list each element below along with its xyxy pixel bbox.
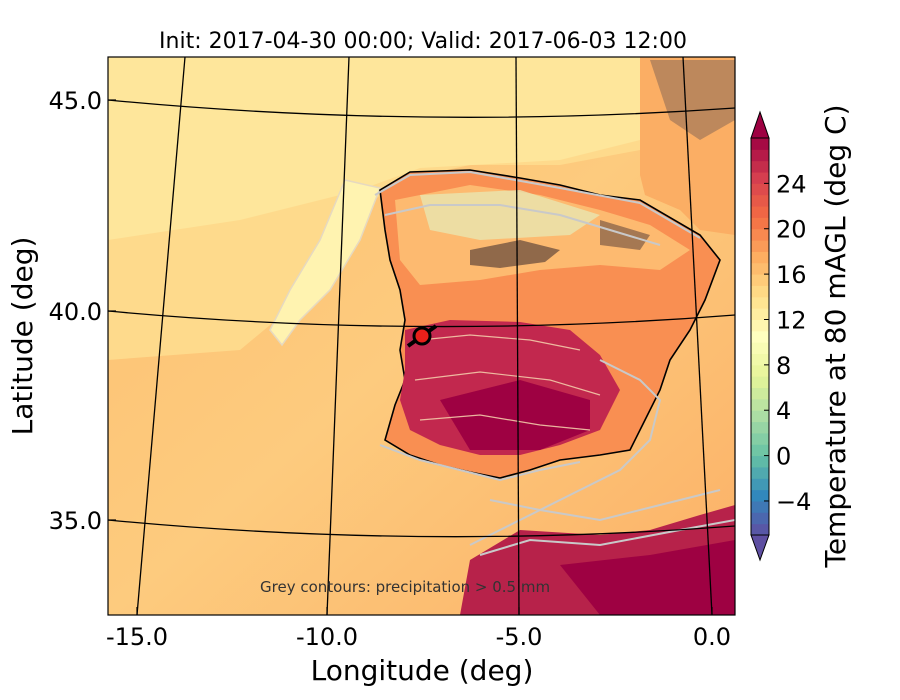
- meridian-minus5: [515, 57, 520, 615]
- colorbar-segment: [751, 183, 769, 196]
- colorbar-tick-label: 20: [776, 216, 807, 244]
- mountains-central: [470, 240, 560, 268]
- y-tick-label: 40.0: [49, 298, 102, 326]
- colorbar-segment: [751, 160, 769, 173]
- colorbar-tick-label: 0: [776, 443, 791, 471]
- colorbar-segment: [751, 217, 769, 230]
- colorbar-segment: [751, 262, 769, 275]
- colorbar-segment: [751, 398, 769, 411]
- france-alps: [650, 60, 735, 140]
- colorbar-segment: [751, 228, 769, 241]
- colorbar-tick-label: 12: [776, 306, 807, 334]
- precip-contours: [374, 170, 735, 556]
- y-tick-labels: 45.0 40.0 35.0: [49, 87, 102, 535]
- x-tick-label: -10.0: [296, 623, 358, 651]
- colorbar-segment: [751, 296, 769, 309]
- colorbar-frame: [750, 137, 770, 536]
- colorbar-segment: [751, 376, 769, 389]
- colorbar-segment: [751, 194, 769, 207]
- colorbar-segment: [751, 466, 769, 479]
- x-axis-label: Longitude (deg): [311, 654, 534, 687]
- colorbar-tick-label: −4: [776, 488, 811, 516]
- colorbar-segment: [751, 138, 769, 150]
- africa-hot: [560, 540, 735, 615]
- colorbar-segment: [751, 512, 769, 525]
- colorbar-segment: [751, 478, 769, 491]
- cantabrian-zone: [420, 190, 600, 240]
- colorbar-segment: [751, 206, 769, 218]
- colorbar-segment: [751, 330, 769, 343]
- x-tick-labels: -15.0 -10.0 -5.0 0.0: [106, 623, 731, 651]
- plot-title: Init: 2017-04-30 00:00; Valid: 2017-06-0…: [159, 29, 687, 54]
- colorbar-segment: [751, 500, 769, 513]
- colorbar-segment: [751, 421, 769, 434]
- colorbar-segment: [751, 285, 769, 298]
- colorbar-segment: [751, 319, 769, 332]
- colorbar-segment: [751, 149, 769, 162]
- colorbar-segment: [751, 455, 769, 468]
- x-tick-label: -5.0: [496, 623, 543, 651]
- colorbar-segment: [751, 387, 769, 400]
- colorbar-segment: [751, 342, 769, 355]
- map-frame: [107, 56, 736, 616]
- y-tick-label: 45.0: [49, 87, 102, 115]
- meridian-minus10: [326, 57, 350, 615]
- y-axis-label: Latitude (deg): [6, 237, 39, 436]
- parallel-35: [108, 519, 735, 538]
- colorbar-segment: [751, 353, 769, 366]
- x-tick-label: -15.0: [106, 623, 168, 651]
- graticule: [108, 57, 735, 615]
- colorbar-segment: [751, 444, 769, 457]
- parallel-40: [108, 310, 735, 328]
- colorbar-segment: [751, 432, 769, 445]
- colorbar-tick-label: 4: [776, 397, 791, 425]
- tick-marks: [108, 99, 713, 615]
- map-panel: Grey contours: precipitation > 0.5 mm: [108, 57, 735, 615]
- colorbar-segment: [751, 274, 769, 286]
- parallel-45: [108, 99, 735, 118]
- colorbar-segment: [751, 410, 769, 423]
- site-marker: [412, 326, 432, 346]
- pale-streak: [269, 179, 382, 347]
- colorbar-segment: [751, 172, 769, 184]
- north-ocean-zone: [108, 57, 640, 240]
- temperature-contours: [414, 334, 601, 431]
- colorbar-label: Temperature at 80 mAGL (deg C): [819, 104, 852, 568]
- colorbar-tick-label: 24: [776, 170, 807, 198]
- x-tick-label: 0.0: [693, 623, 731, 651]
- colorbar-tick-label: 8: [776, 352, 791, 380]
- colorbar-extend-max: [750, 110, 770, 139]
- colorbar-extend-min: [750, 534, 770, 562]
- colorbar: 24 20 16 12 8 4 0 −4: [750, 110, 811, 562]
- colorbar-segment: [751, 240, 769, 252]
- colorbar-segments: [751, 138, 769, 536]
- colorbar-segment: [751, 251, 769, 264]
- colorbar-tick-label: 16: [776, 261, 807, 289]
- y-tick-label: 35.0: [49, 507, 102, 535]
- colorbar-segment: [751, 523, 769, 536]
- hottest-zone: [440, 380, 590, 450]
- colorbar-segment: [751, 308, 769, 320]
- colorbar-segment: [751, 489, 769, 502]
- colorbar-ticks: 24 20 16 12 8 4 0 −4: [764, 170, 811, 516]
- colorbar-segment: [751, 364, 769, 377]
- precip-note: Grey contours: precipitation > 0.5 mm: [260, 578, 550, 596]
- meridian-minus15: [136, 57, 186, 615]
- meridian-0: [682, 57, 713, 615]
